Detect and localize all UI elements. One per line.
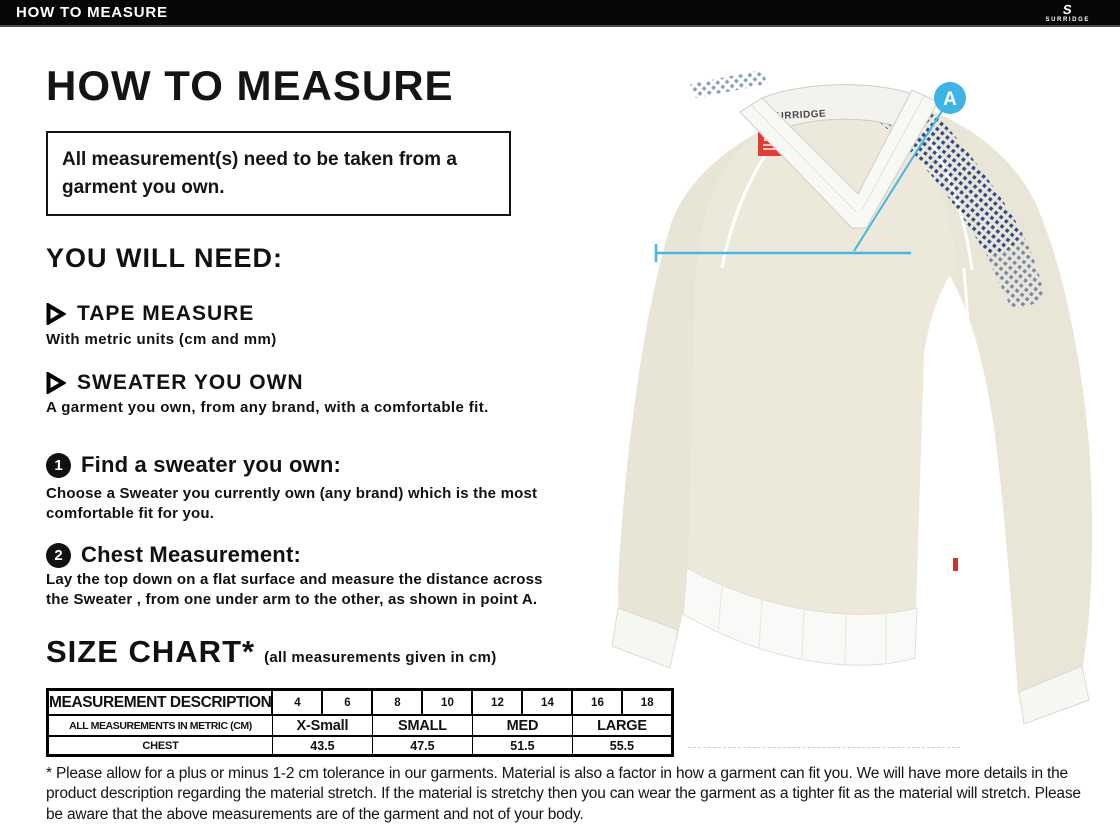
size-chart-heading: SIZE CHART* (all measurements given in c… [46,634,497,670]
step-desc: Lay the top down on a flat surface and m… [46,571,543,608]
measurement-overlay: A [654,82,966,262]
top-bar-title: HOW TO MEASURE [16,4,168,21]
side-red-tag [953,558,958,571]
shoulder-halftone-pattern-tail [986,232,1044,308]
chest-value: 47.5 [371,735,473,756]
need-item-sweater: SWEATER YOU OWN [46,371,304,395]
table-sizes-row: ALL MEASUREMENTS IN METRIC (CM) X-Small … [47,714,673,737]
step-number-badge: 1 [46,452,71,478]
age-col: 6 [321,688,374,716]
sweater-waistband [682,567,918,666]
size-name: LARGE [571,714,673,737]
step-number-badge: 2 [46,542,71,568]
surridge-logo: S SURRIDGE [1045,1,1090,23]
fold-line [688,747,960,748]
metric-label: ALL MEASUREMENTS IN METRIC (CM) [47,714,273,737]
need-item-title: TAPE MEASURE [77,302,255,325]
sweater-right-cuff [1018,665,1090,725]
header-measurement-description: MEASUREMENT DESCRIPTION [46,688,274,716]
need-item-title: SWEATER YOU OWN [77,371,304,394]
need-item-tape-measure: TAPE MEASURE [46,302,254,326]
step-2: 2 Chest Measurement: [46,542,301,568]
chest-value: 51.5 [471,735,573,756]
collar [739,89,939,229]
step-desc: Choose a Sweater you currently own (any … [46,485,538,522]
chest-label: CHEST [47,735,273,756]
chest-value: 43.5 [271,735,373,756]
waistband-rib-lines [717,585,887,665]
table-chest-row: CHEST 43.5 47.5 51.5 55.5 [47,735,673,756]
size-name: SMALL [371,714,473,737]
triangle-bullet-icon [46,303,66,325]
chest-value: 55.5 [571,735,673,756]
size-name: X-Small [271,714,373,737]
collar-seam-lines [751,95,925,213]
point-a-label: A [943,89,957,110]
age-col: 4 [271,688,324,716]
need-item-desc: With metric units (cm and mm) [46,331,277,348]
sweater-torso [688,99,958,618]
size-chart-table: MEASUREMENT DESCRIPTION 4 6 8 10 12 14 1… [46,688,674,757]
notice-box: All measurement(s) need to be taken from… [46,131,511,217]
age-col: 8 [371,688,424,716]
age-col: 10 [421,688,474,716]
you-will-need-heading: YOU WILL NEED: [46,243,284,273]
triangle-bullet-icon [46,372,66,394]
step-title: Chest Measurement: [81,542,301,567]
size-chart-title: SIZE CHART* [46,634,256,669]
age-col: 12 [471,688,524,716]
surridge-logo-icon: S [1062,1,1074,17]
step-title: Find a sweater you own: [81,452,342,477]
top-bar: HOW TO MEASURE S SURRIDGE [0,0,1120,27]
age-col: 14 [521,688,574,716]
page-title: HOW TO MEASURE [46,62,454,109]
size-chart-note: (all measurements given in cm) [264,649,497,666]
back-shoulder-halftone [690,70,768,98]
need-item-desc: A garment you own, from any brand, with … [46,399,489,416]
point-a-marker [934,82,966,114]
pointer-line [853,110,943,252]
age-col: 16 [571,688,624,716]
sweater-illustration: SURRIDGE A [612,70,1093,725]
age-col: 18 [621,688,674,716]
table-header-row: MEASUREMENT DESCRIPTION 4 6 8 10 12 14 1… [46,688,674,716]
size-name: MED [471,714,573,737]
sweater-left-cuff [612,607,679,669]
surridge-logo-text: SURRIDGE [1045,16,1090,23]
step-1: 1 Find a sweater you own: [46,452,341,478]
tolerance-footnote: * Please allow for a plus or minus 1-2 c… [46,765,1081,823]
